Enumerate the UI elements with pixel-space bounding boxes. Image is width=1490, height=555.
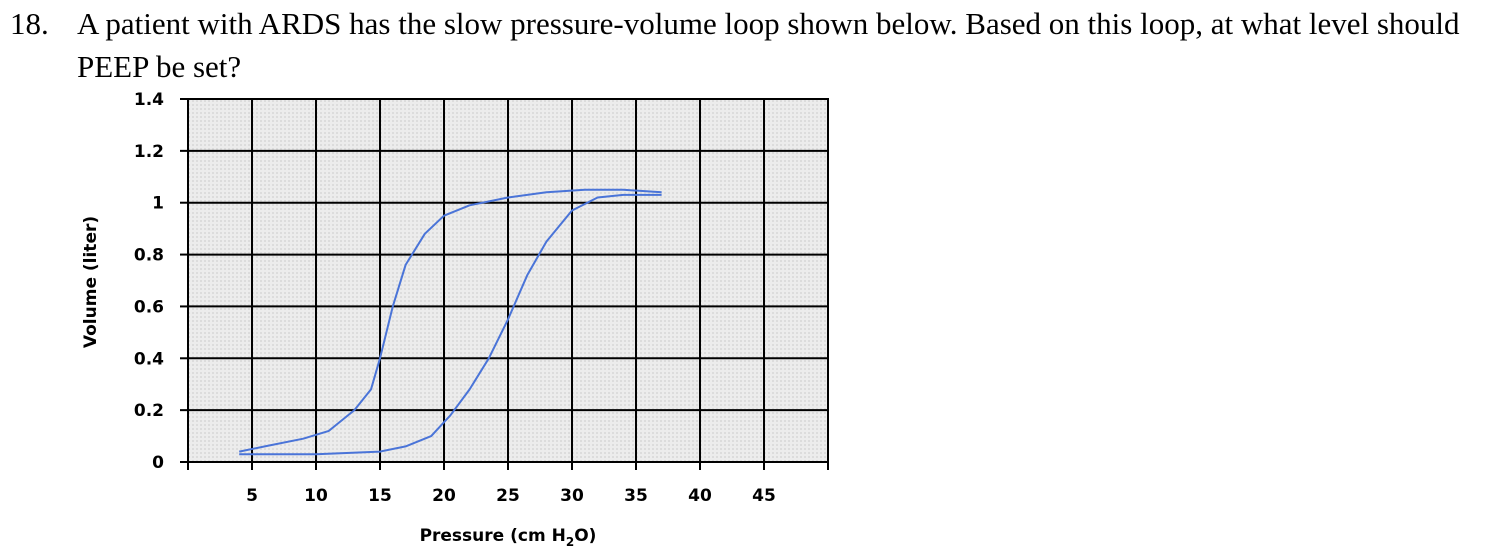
question-text: A patient with ARDS has the slow pressur…	[77, 6, 1460, 84]
x-tick-label: 10	[304, 486, 328, 506]
x-tick-label: 45	[752, 486, 776, 506]
x-tick-label: 35	[624, 486, 648, 506]
y-tick-label: 0.8	[134, 246, 164, 266]
y-tick-label: 1	[152, 194, 164, 214]
x-ticks: 5 10 15 20 25 30 35 40 45	[187, 462, 829, 506]
y-tick-label: 0.4	[134, 349, 164, 369]
series-line-2	[239, 193, 662, 456]
x-tick-label: 30	[560, 486, 584, 506]
x-tick-label: 40	[688, 486, 712, 506]
y-tick-label: 1.2	[134, 142, 164, 162]
y-tick-label: 0.2	[134, 401, 164, 421]
y-ticks: 0 0.2 0.4 0.6 0.8 1 1.2 1.4	[134, 90, 188, 473]
series-line-1	[239, 188, 662, 453]
x-tick-label: 20	[432, 486, 456, 506]
y-axis-title: Volume (liter)	[81, 216, 101, 348]
y-tick-label: 0.6	[134, 297, 164, 317]
series-lines	[239, 188, 662, 456]
y-tick-label: 1.4	[134, 90, 164, 110]
x-tick-label: 25	[496, 486, 520, 506]
x-tick-label: 15	[368, 486, 392, 506]
grid-lines	[188, 99, 828, 462]
question-number: 18.	[10, 6, 49, 41]
y-tick-label: 0	[152, 453, 164, 473]
x-tick-label: 5	[246, 486, 258, 506]
x-axis-title: Pressure (cm H2O)	[420, 526, 597, 549]
